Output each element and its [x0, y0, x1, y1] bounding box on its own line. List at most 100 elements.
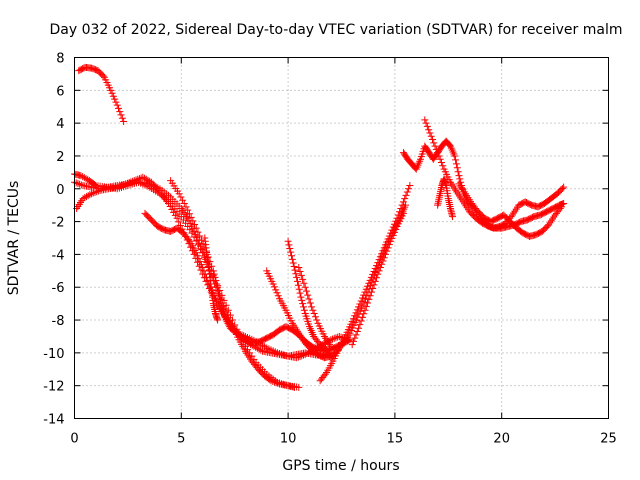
data-point	[288, 255, 296, 263]
data-point	[452, 156, 460, 164]
data-point	[357, 297, 365, 305]
data-point	[299, 300, 307, 308]
y-tick-label: -2	[52, 216, 65, 231]
data-point	[115, 104, 123, 112]
data-point	[214, 287, 222, 295]
x-tick-label: 10	[280, 432, 297, 447]
series-arc-p	[455, 180, 566, 240]
data-point	[108, 89, 116, 97]
data-point	[173, 214, 181, 222]
data-point	[125, 179, 133, 187]
data-point	[175, 190, 183, 198]
data-point	[214, 283, 222, 291]
data-point	[349, 315, 357, 323]
data-point	[338, 341, 346, 349]
chart-title: Day 032 of 2022, Sidereal Day-to-day VTE…	[50, 22, 623, 38]
data-point	[295, 383, 303, 391]
data-point	[361, 295, 369, 303]
data-point	[426, 129, 434, 137]
data-point	[238, 331, 246, 339]
data-point	[382, 250, 390, 258]
data-point	[289, 259, 297, 267]
data-point	[199, 264, 207, 272]
y-tick-label: -10	[43, 347, 64, 362]
data-point	[190, 233, 198, 241]
x-tick-label: 20	[493, 432, 510, 447]
data-point	[72, 179, 80, 187]
data-point	[168, 205, 176, 213]
data-point	[306, 299, 314, 307]
data-point	[360, 310, 368, 318]
data-point	[185, 210, 193, 218]
data-point	[430, 139, 438, 147]
data-point	[117, 182, 125, 190]
data-point	[376, 264, 384, 272]
data-point	[301, 283, 309, 291]
data-point	[294, 353, 302, 361]
data-point	[297, 293, 305, 301]
data-point	[371, 277, 379, 285]
data-point	[403, 188, 411, 196]
data-point	[291, 266, 299, 274]
y-tick-label: -4	[52, 248, 65, 263]
grid-lines	[74, 57, 609, 419]
data-point	[558, 184, 566, 192]
data-point	[423, 122, 431, 130]
data-point	[436, 155, 444, 163]
data-point	[197, 245, 205, 253]
data-point	[434, 149, 442, 157]
y-tick-label: 8	[56, 52, 64, 67]
data-point	[182, 203, 190, 211]
data-point	[374, 270, 382, 278]
x-tick-label: 5	[177, 432, 185, 447]
data-point	[274, 292, 282, 300]
data-point	[164, 200, 172, 208]
data-point	[120, 181, 128, 189]
data-point	[91, 188, 99, 196]
data-point	[270, 283, 278, 291]
data-point	[217, 299, 225, 307]
data-point	[383, 247, 391, 255]
data-point	[296, 289, 304, 297]
data-point	[335, 332, 343, 340]
data-point	[117, 111, 125, 119]
series-arc-h	[263, 267, 335, 362]
data-point	[296, 352, 304, 360]
data-point	[348, 341, 356, 349]
series-arc-m	[348, 209, 407, 349]
data-point	[123, 179, 131, 187]
data-point	[116, 108, 124, 116]
data-point	[226, 311, 234, 319]
data-point	[373, 274, 381, 282]
data-point	[185, 236, 193, 244]
data-point	[385, 241, 393, 249]
data-point	[112, 98, 120, 106]
data-point	[435, 152, 443, 160]
data-point	[352, 316, 360, 324]
data-point	[132, 176, 140, 184]
data-point	[362, 303, 370, 311]
data-point	[364, 299, 372, 307]
data-point	[365, 295, 373, 303]
data-point	[388, 234, 396, 242]
data-point	[120, 117, 128, 125]
data-point	[357, 317, 365, 325]
data-point	[300, 279, 308, 287]
data-point	[452, 160, 460, 168]
data-point	[370, 281, 378, 289]
data-point	[223, 318, 231, 326]
data-point	[233, 329, 241, 337]
data-point	[113, 101, 121, 109]
data-point	[293, 277, 301, 285]
data-point	[89, 189, 97, 197]
data-point	[86, 191, 94, 199]
data-point	[175, 218, 183, 226]
data-point	[305, 295, 313, 303]
data-point	[240, 332, 248, 340]
data-point	[355, 324, 363, 332]
data-point	[196, 232, 204, 240]
x-axis-label: GPS time / hours	[282, 458, 399, 474]
data-point	[184, 206, 192, 214]
data-point	[192, 249, 200, 257]
